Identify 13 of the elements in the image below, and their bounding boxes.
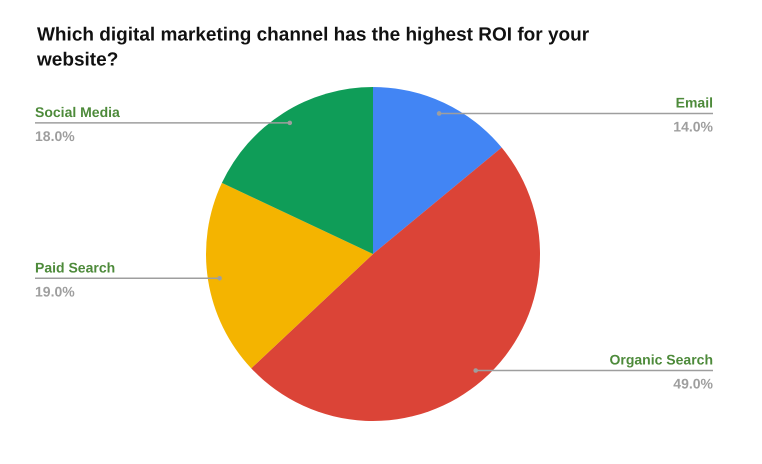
- slice-label: Social Media: [35, 104, 120, 120]
- pie-slice: [206, 182, 373, 368]
- pie-slice: [373, 87, 502, 254]
- data-label: 19.0%: [35, 283, 76, 300]
- pie-slice: [251, 148, 540, 421]
- data-label: 49.0%: [673, 376, 714, 392]
- chart-title: Which digital marketing channel has the highest ROI for your website?: [36, 24, 590, 70]
- slice-label: Organic Search: [610, 352, 713, 368]
- slice-label: Paid Search: [35, 259, 116, 276]
- data-label: 14.0%: [673, 118, 714, 134]
- data-label: 18.0%: [35, 128, 76, 144]
- slice-label: Email: [676, 94, 713, 110]
- pie-slice: [222, 87, 373, 254]
